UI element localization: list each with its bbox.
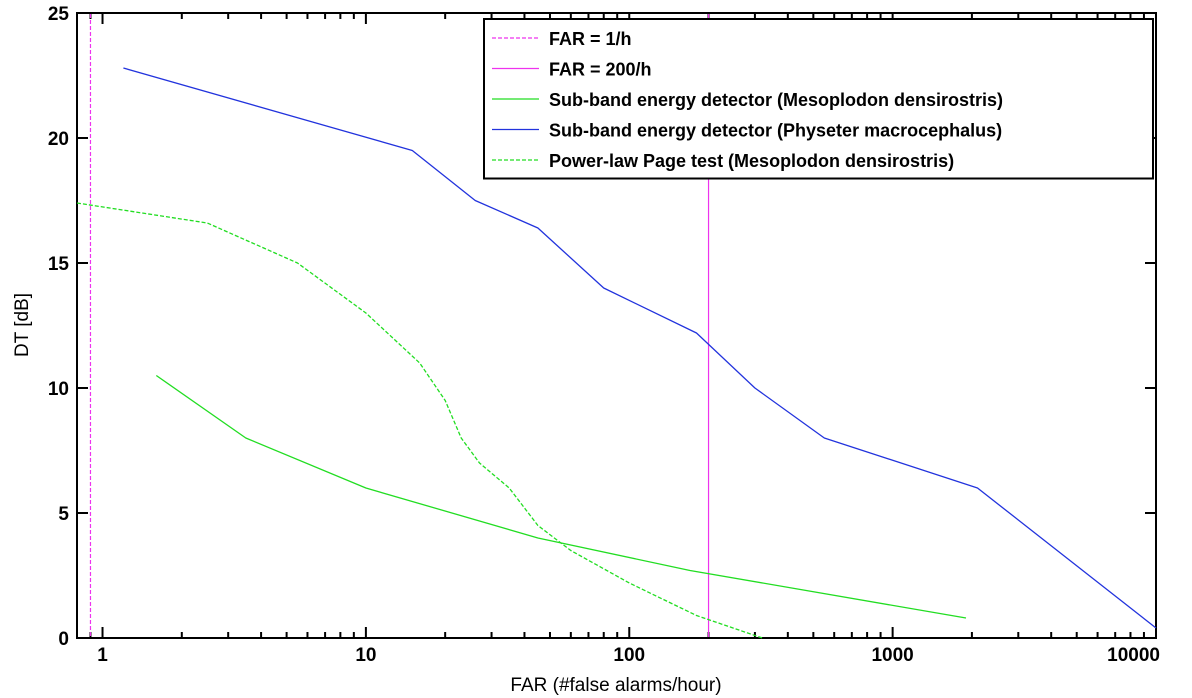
- x-tick-label: 100: [613, 645, 645, 666]
- legend-label-3: Sub-band energy detector (Mesoplodon den…: [549, 90, 1003, 110]
- y-tick-label: 20: [48, 129, 69, 150]
- y-tick-label: 0: [58, 629, 69, 650]
- x-tick-label: 10000: [1107, 645, 1160, 666]
- y-tick-label: 10: [48, 379, 69, 400]
- y-axis-label: DT [dB]: [12, 293, 33, 357]
- legend: FAR = 1/h FAR = 200/h Sub-band energy dete…: [483, 18, 1154, 180]
- y-tick-label: 15: [48, 254, 70, 275]
- x-axis-label: FAR (#false alarms/hour): [510, 675, 721, 696]
- tick-labels: 1 10 100 1000 10000 0 5 10 15 20 25: [48, 4, 1160, 666]
- series-line-2: [123, 67, 1157, 629]
- x-tick-label: 10: [355, 645, 376, 666]
- legend-label-2: FAR = 200/h: [549, 60, 652, 80]
- x-tick-label: 1000: [871, 645, 913, 666]
- x-tick-label: 1: [97, 645, 108, 666]
- legend-box: [483, 18, 1154, 180]
- legend-label-1: FAR = 1/h: [549, 29, 632, 49]
- legend-label-5: Power-law Page test (Mesoplodon densiros…: [549, 151, 954, 171]
- y-tick-label: 25: [48, 4, 70, 25]
- series-line-1: [155, 374, 967, 619]
- legend-label-4: Sub-band energy detector (Physeter macro…: [549, 121, 1002, 141]
- y-tick-label: 5: [58, 504, 69, 525]
